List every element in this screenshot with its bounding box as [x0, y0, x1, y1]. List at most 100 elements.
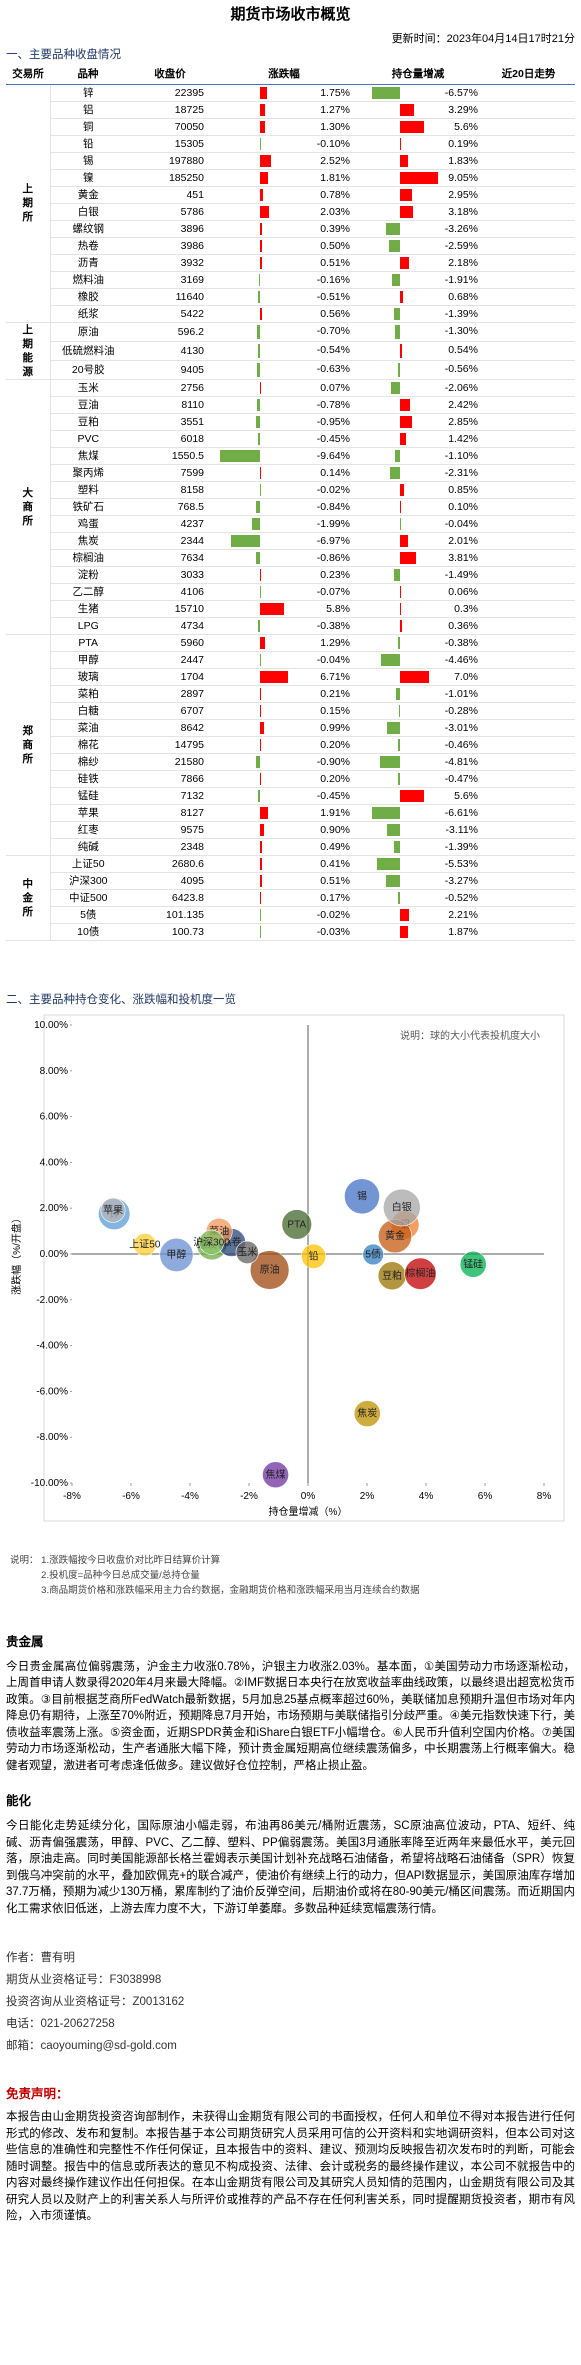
bar [394, 840, 400, 853]
bar-label: 0.51% [320, 874, 350, 887]
bubble [459, 1250, 487, 1278]
close-price: 15710 [126, 600, 214, 618]
bar-zone [218, 755, 302, 768]
bar [372, 806, 400, 819]
table-row: 中金所 上证50 2680.6 0.41% -5.53% [6, 855, 575, 941]
table-row: 菜粕 2897 0.21% -1.01% [6, 685, 575, 703]
table-row: 铜 70050 1.30% 5.6% [6, 118, 575, 136]
bar-cell: 1.75% [214, 84, 354, 102]
close-price: 2680.6 [126, 855, 214, 873]
bar-label: -0.70% [316, 324, 350, 337]
bar-zone [358, 738, 442, 751]
bar-zone [218, 449, 302, 462]
bar-zone [218, 290, 302, 303]
trend-cell [482, 84, 575, 102]
author-line: 电话：021-20627258 [6, 2018, 115, 2030]
variety: 上证50 [50, 855, 126, 873]
table-row: 菜油 8642 0.99% -3.01% [6, 719, 575, 737]
trend-cell [482, 821, 575, 839]
bar-label: 1.75% [320, 86, 350, 99]
bar [256, 415, 260, 428]
trend-cell [482, 413, 575, 431]
bar-cell: -0.03% [214, 923, 354, 941]
trend-cell [482, 396, 575, 414]
bar-cell: 0.50% [214, 237, 354, 255]
column-header: 近20日走势 [482, 64, 575, 85]
bar-zone [218, 466, 302, 479]
bar-label: 5.6% [454, 789, 478, 802]
variety: 豆粕 [50, 413, 126, 431]
table-row: 纯碱 2348 0.49% -1.39% [6, 838, 575, 856]
bar-cell: 0.99% [214, 719, 354, 737]
table-row: 豆粕 3551 -0.95% 2.85% [6, 413, 575, 431]
bar [260, 874, 263, 887]
variety: 沪深300 [50, 872, 126, 890]
chart-note: 说明：球的大小代表投机度大小 [400, 1029, 540, 1042]
bar-label: -0.38% [444, 636, 478, 649]
variety: 硅铁 [50, 770, 126, 788]
bubble [199, 1229, 225, 1255]
bar-zone [218, 137, 302, 150]
bubble-label: 锡 [357, 1189, 367, 1202]
x-tick-label: -8% [63, 1491, 81, 1502]
bar-cell: -0.78% [214, 396, 354, 414]
bar-zone [358, 891, 442, 904]
close-price: 8642 [126, 719, 214, 737]
trend-cell [482, 702, 575, 720]
close-price: 7132 [126, 787, 214, 805]
trend-cell [482, 305, 575, 323]
bar [260, 120, 266, 133]
bar [400, 551, 416, 564]
bar-label: -1.49% [444, 568, 478, 581]
trend-cell [482, 600, 575, 618]
page-title: 期货市场收市概览 [230, 6, 351, 23]
bar [397, 362, 400, 377]
bar [400, 602, 402, 615]
bar-cell: -3.11% [354, 821, 482, 839]
bar-cell: 0.3% [354, 600, 482, 618]
bubble-label: 黄金 [385, 1229, 405, 1242]
bar-zone [358, 222, 442, 235]
bar-zone [358, 398, 442, 411]
bar-cell: -1.10% [354, 447, 482, 465]
bar-zone [358, 721, 442, 734]
bar-zone [358, 653, 442, 666]
bar-cell: 3.29% [354, 101, 482, 119]
exchange-cell: 郑商所 [6, 634, 51, 856]
bar-zone [358, 840, 442, 853]
table-row: 硅铁 7866 0.20% -0.47% [6, 770, 575, 788]
plot-frame [43, 1014, 565, 1521]
author-line: 期货从业资格证号：F3038998 [6, 1974, 162, 1986]
close-price: 8158 [126, 481, 214, 499]
variety: 菜油 [50, 719, 126, 737]
bar-label: 0.49% [320, 840, 350, 853]
table-row: 锰硅 7132 -0.45% 5.6% [6, 787, 575, 805]
trend-cell [482, 101, 575, 119]
bar-zone [358, 687, 442, 700]
bar-label: 0.06% [448, 585, 478, 598]
bubble [301, 1243, 327, 1269]
bubble [353, 1399, 381, 1427]
bar-zone [358, 205, 442, 218]
bar [395, 687, 400, 700]
close-price: 22395 [126, 84, 214, 102]
table-row: LPG 4734 -0.38% 0.36% [6, 617, 575, 635]
bar-zone [218, 381, 302, 394]
bar-label: -1.91% [444, 273, 478, 286]
close-price: 2897 [126, 685, 214, 703]
table-row: 白银 5786 2.03% 3.18% [6, 203, 575, 221]
close-price: 4130 [126, 341, 214, 361]
close-price: 185250 [126, 169, 214, 187]
bar-zone [218, 653, 302, 666]
trend-cell [482, 220, 575, 238]
y-axis-label: 涨跌幅（%/开盘） [10, 1213, 23, 1295]
bar [260, 891, 261, 904]
x-tick-label: -2% [240, 1491, 258, 1502]
bar-label: -0.03% [316, 925, 350, 938]
bar-cell: 0.54% [354, 341, 482, 361]
bar-cell: 0.17% [214, 889, 354, 907]
close-price: 197880 [126, 152, 214, 170]
bar-zone [358, 103, 442, 116]
bar-zone [358, 534, 442, 547]
bar-cell: -1.49% [354, 566, 482, 584]
